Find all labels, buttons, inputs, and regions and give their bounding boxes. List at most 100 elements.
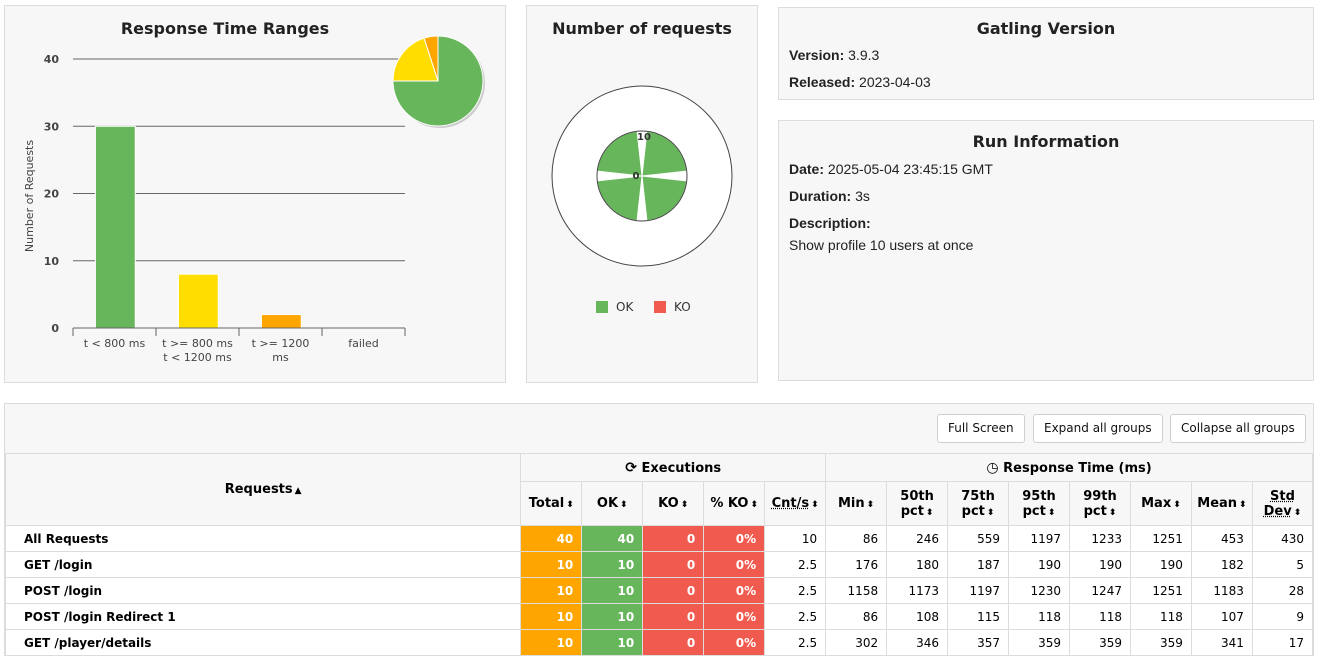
duration-row: Duration: 3s — [789, 188, 870, 204]
cell-2: 0 — [642, 525, 705, 552]
executions-label: Executions — [641, 460, 722, 476]
cell-7: 187 — [947, 551, 1010, 578]
column-header-3[interactable]: % KO ⬍ — [703, 481, 766, 526]
column-header-8[interactable]: 95th pct ⬍ — [1008, 481, 1070, 526]
table-row[interactable]: GET /player/details 10 10 0 0% 2.5 302 346 357 35… — [4, 629, 1314, 656]
cell-3: 0% — [703, 629, 766, 656]
table-row[interactable]: POST /login 10 10 0 0% 2.5 1158 1173 1197 1230 124… — [4, 577, 1314, 604]
table-row[interactable]: POST /login Redirect 1 10 10 0 0% 2.5 86 108 115… — [4, 603, 1314, 630]
cell-10: 190 — [1129, 551, 1192, 578]
sort-icon: ⬍ — [866, 500, 875, 510]
sort-icon: ⬍ — [620, 500, 628, 510]
cell-3: 0% — [703, 603, 766, 630]
cell-11: 107 — [1190, 603, 1253, 630]
column-header-label: 50th pct — [900, 488, 934, 519]
cell-6: 108 — [886, 603, 949, 630]
pie-slice — [392, 35, 484, 127]
cell-6: 346 — [886, 629, 949, 656]
request-name: GET /login — [4, 551, 522, 578]
column-header-0[interactable]: Total ⬍ — [520, 481, 583, 526]
cell-8: 1230 — [1008, 577, 1070, 604]
ranges-title: Response Time Ranges — [120, 19, 330, 38]
cell-11: 453 — [1190, 525, 1253, 552]
cell-7: 1197 — [947, 577, 1010, 604]
sort-icon: ⬍ — [986, 507, 995, 518]
column-header-label: Max — [1141, 496, 1172, 511]
cell-5: 86 — [825, 603, 888, 630]
pie-slice — [392, 37, 439, 82]
column-header-label: Min — [838, 496, 865, 511]
requests-column-header[interactable]: Requests ▲ — [4, 453, 522, 526]
sort-icon: ⬍ — [1239, 500, 1247, 510]
cell-1: 10 — [581, 577, 644, 604]
version-label: Version: — [789, 47, 845, 63]
run-title: Run Information — [972, 132, 1120, 151]
cell-5: 176 — [825, 551, 888, 578]
column-header-1[interactable]: OK ⬍ — [581, 481, 644, 526]
full-screen-button[interactable]: Full Screen — [937, 414, 1025, 443]
x-tick-label: failed — [348, 337, 378, 350]
expand-all-groups-button[interactable]: Expand all groups — [1033, 414, 1163, 443]
cell-2: 0 — [642, 629, 705, 656]
cell-12: 17 — [1251, 629, 1314, 656]
cell-0: 10 — [520, 551, 583, 578]
run-information-panel: Run Information Date: 2025-05-04 23:45:1… — [778, 120, 1314, 381]
clock-icon: ◷ — [986, 459, 999, 476]
polar-inner-ring — [596, 130, 688, 222]
column-header-9[interactable]: 99th pct ⬍ — [1069, 481, 1131, 526]
legend-ok[interactable]: OK — [596, 300, 633, 314]
cell-10: 1251 — [1129, 525, 1192, 552]
cell-11: 341 — [1190, 629, 1253, 656]
description-value: Show profile 10 users at once — [789, 237, 974, 253]
sort-icon: ⬍ — [1047, 507, 1056, 518]
column-header-2[interactable]: KO ⬍ — [642, 481, 705, 526]
column-header-11[interactable]: Mean ⬍ — [1190, 481, 1253, 526]
statistics-container: Full Screen Expand all groups Collapse a… — [4, 403, 1314, 656]
version-row: Version: 3.9.3 — [789, 47, 879, 63]
table-row[interactable]: GET /login 10 10 0 0% 2.5 176 180 187 190 190 190 18… — [4, 551, 1314, 578]
gatling-version-panel: Gatling Version Version: 3.9.3 Released:… — [778, 7, 1314, 100]
response-time-ranges-panel: Response Time Ranges 0 10 20 30 40 Number of … — [4, 5, 506, 383]
version-title: Gatling Version — [976, 19, 1116, 38]
y-tick-label: 30 — [44, 120, 60, 133]
bar — [260, 314, 302, 329]
legend-ko[interactable]: KO — [654, 300, 691, 314]
cell-0: 10 — [520, 603, 583, 630]
cell-0: 40 — [520, 525, 583, 552]
column-header-5[interactable]: Min ⬍ — [825, 481, 888, 526]
legend-ok-label: OK — [616, 300, 634, 314]
column-header-12[interactable]: Std Dev ⬍ — [1251, 481, 1314, 526]
description-label: Description: — [789, 215, 871, 231]
cell-6: 180 — [886, 551, 949, 578]
cell-8: 1197 — [1008, 525, 1070, 552]
response-time-header: ◷ Response Time (ms) — [825, 453, 1313, 482]
cell-2: 0 — [642, 551, 705, 578]
cell-9: 190 — [1069, 551, 1131, 578]
x-tick-label: t < 800 ms — [84, 337, 146, 350]
column-header-7[interactable]: 75th pct ⬍ — [947, 481, 1010, 526]
column-header-label: Total — [528, 496, 565, 511]
column-header-6[interactable]: 50th pct ⬍ — [886, 481, 949, 526]
y-tick-label: 20 — [44, 188, 60, 201]
cell-0: 10 — [520, 577, 583, 604]
request-name: POST /login — [4, 577, 522, 604]
description-row: Description: — [789, 215, 871, 231]
column-header-label: Mean — [1197, 496, 1238, 511]
sort-icon: ⬍ — [750, 500, 758, 510]
column-header-4[interactable]: Cnt/s ⬍ — [764, 481, 827, 526]
cell-8: 190 — [1008, 551, 1070, 578]
cell-6: 246 — [886, 525, 949, 552]
sort-icon: ⬍ — [1293, 507, 1302, 518]
pie-slice — [423, 35, 439, 82]
column-header-label: 95th pct — [1022, 488, 1056, 519]
legend-ko-label: KO — [674, 300, 691, 314]
column-header-label: 99th pct — [1083, 488, 1117, 519]
requests-header-label: Requests — [224, 482, 293, 497]
cell-12: 28 — [1251, 577, 1314, 604]
executions-icon: ⟳ — [625, 459, 637, 476]
table-row[interactable]: All Requests 40 40 0 0% 10 86 246 559 1197 1233 125… — [4, 525, 1314, 552]
column-header-10[interactable]: Max ⬍ — [1129, 481, 1192, 526]
cell-12: 430 — [1251, 525, 1314, 552]
collapse-all-groups-button[interactable]: Collapse all groups — [1170, 414, 1306, 443]
y-tick-label: 10 — [44, 255, 60, 268]
